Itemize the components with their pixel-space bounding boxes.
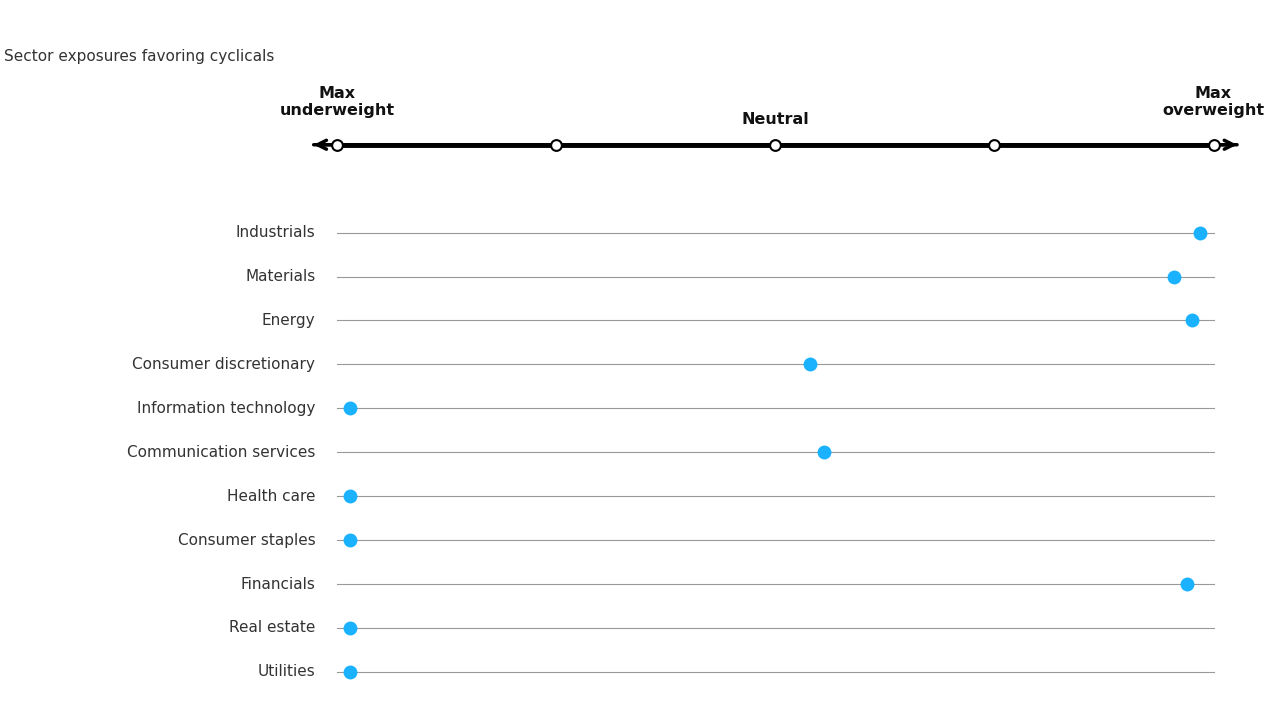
Text: Neutral: Neutral bbox=[741, 112, 809, 127]
Point bbox=[813, 446, 833, 458]
Text: Consumer discretionary: Consumer discretionary bbox=[132, 357, 315, 372]
Text: Real estate: Real estate bbox=[229, 621, 315, 636]
Point bbox=[984, 139, 1005, 150]
Point bbox=[765, 139, 786, 150]
Point bbox=[340, 534, 361, 546]
Point bbox=[340, 666, 361, 678]
Point bbox=[1181, 315, 1202, 326]
Point bbox=[340, 622, 361, 634]
Text: Financials: Financials bbox=[241, 577, 315, 592]
Point bbox=[1178, 578, 1198, 590]
Text: Max
underweight: Max underweight bbox=[279, 86, 394, 118]
Text: Consumer staples: Consumer staples bbox=[178, 533, 315, 548]
Text: Utilities: Utilities bbox=[257, 665, 315, 680]
Text: Energy: Energy bbox=[261, 313, 315, 328]
Point bbox=[1164, 271, 1184, 282]
Text: Communication services: Communication services bbox=[127, 445, 315, 460]
Text: Sector exposures favoring cyclicals: Sector exposures favoring cyclicals bbox=[4, 50, 274, 64]
Point bbox=[340, 490, 361, 502]
Point bbox=[340, 402, 361, 414]
Text: Health care: Health care bbox=[227, 489, 315, 504]
Point bbox=[326, 139, 347, 150]
Text: Industrials: Industrials bbox=[236, 225, 315, 240]
Point bbox=[800, 359, 820, 370]
Point bbox=[547, 139, 567, 150]
Text: Max
overweight: Max overweight bbox=[1162, 86, 1265, 118]
Point bbox=[1203, 139, 1224, 150]
Point bbox=[1190, 227, 1211, 238]
Text: Materials: Materials bbox=[244, 269, 315, 284]
Text: Information technology: Information technology bbox=[137, 401, 315, 416]
